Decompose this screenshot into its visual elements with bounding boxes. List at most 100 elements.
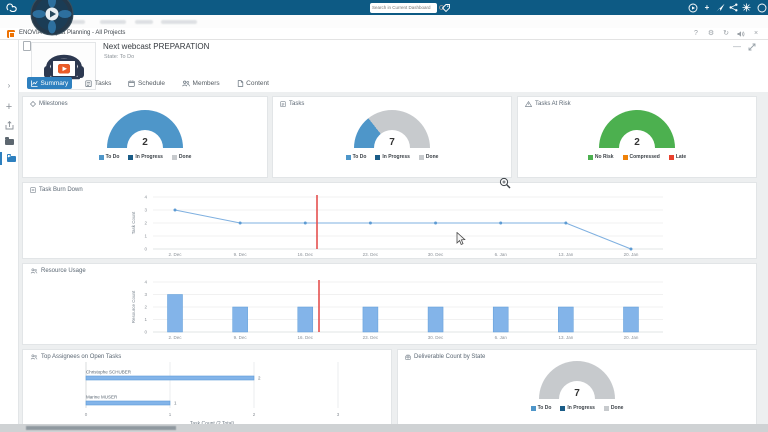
svg-text:6. Jan: 6. Jan (495, 335, 508, 340)
widget-tasks: Tasks 7 To Do In Progress Done (272, 96, 512, 178)
calendar-icon (128, 80, 136, 87)
tab-schedule[interactable]: Schedule (124, 77, 169, 89)
svg-text:2: 2 (144, 221, 147, 226)
gauge-legend: No Risk Compressed Late (587, 154, 686, 160)
tab-members[interactable]: Members (178, 77, 224, 89)
gauge-value: 7 (389, 137, 395, 148)
resource-usage-chart: 0 1 2 3 4 Resource Count 2. Dec 9. Dec 16. Dec 23… (131, 280, 663, 340)
expand-panel-icon[interactable]: › (7, 81, 11, 90)
dashboard-tab[interactable] (135, 20, 153, 24)
close-icon[interactable]: × (753, 30, 759, 37)
legend-item: Done (171, 154, 191, 160)
expand-icon[interactable] (748, 43, 756, 51)
milestones-gauge: 2 To Do In Progress Done (23, 110, 267, 160)
svg-text:2: 2 (258, 376, 261, 381)
tab-summary[interactable]: Summary (27, 77, 73, 89)
legend-item: In Progress (375, 154, 410, 160)
gauge-legend: To Do In Progress Done (98, 154, 191, 160)
dashboard-tab[interactable] (100, 20, 126, 24)
legend-item: In Progress (128, 154, 163, 160)
svg-text:30. Dec: 30. Dec (428, 335, 444, 340)
share-dashboard-icon[interactable] (5, 121, 14, 130)
burn-down-chart: 0 1 2 3 4 Task Count 2. Dec 9. Dec 16. Dec 23. De… (131, 195, 663, 257)
gauge: 7 (539, 361, 615, 399)
tag-icon[interactable] (441, 3, 451, 13)
add-icon[interactable]: + (704, 2, 710, 12)
add-widget-icon[interactable]: + (5, 101, 13, 113)
compass-icon[interactable] (688, 3, 698, 13)
svg-text:2. Dec: 2. Dec (168, 335, 182, 340)
active-media-item[interactable] (0, 152, 20, 165)
svg-text:0: 0 (85, 412, 88, 417)
svg-text:4: 4 (144, 195, 147, 200)
svg-text:Task Count: Task Count (131, 211, 136, 234)
mouse-cursor (456, 232, 466, 246)
legend-item: To Do (530, 405, 551, 411)
warning-icon (525, 101, 532, 107)
svg-text:2. Dec: 2. Dec (168, 252, 182, 257)
svg-text:Marine MUSER: Marine MUSER (86, 395, 118, 400)
tab-content[interactable]: Content (233, 77, 273, 89)
bottom-strip (0, 424, 768, 432)
legend-item: To Do (345, 154, 366, 160)
svg-text:3: 3 (337, 412, 340, 417)
svg-text:23. Dec: 23. Dec (363, 252, 379, 257)
widget-title: Top Assignees on Open Tasks (23, 350, 391, 360)
gauge: 2 (599, 110, 675, 148)
gauge-value: 2 (142, 137, 148, 148)
help-icon[interactable]: ? (694, 30, 698, 37)
speaker-icon[interactable] (737, 30, 745, 38)
svg-text:9. Dec: 9. Dec (234, 335, 248, 340)
svg-text:3: 3 (144, 208, 147, 213)
widget-title: Resource Usage (23, 264, 756, 274)
svg-text:Christophe SCHUBER: Christophe SCHUBER (86, 370, 132, 375)
project-header (18, 39, 768, 92)
legend-item: Done (418, 154, 438, 160)
svg-text:13. Jan: 13. Jan (558, 335, 573, 340)
minimize-icon[interactable]: — (733, 42, 741, 51)
play-icon (8, 154, 11, 158)
dashboard-tab[interactable] (161, 20, 197, 24)
svg-text:13. Jan: 13. Jan (558, 252, 573, 257)
svg-text:Resource Count: Resource Count (131, 290, 136, 323)
svg-text:16. Dec: 16. Dec (298, 252, 314, 257)
tasks-gauge: 7 To Do In Progress Done (273, 110, 511, 160)
tasks-icon (85, 79, 92, 87)
cutoff-widget-edge (26, 426, 176, 430)
deliverable-gauge: 7 To Do In Progress Done (398, 361, 756, 411)
app-tab-title[interactable]: ENOVIA - Project Planning - All Projects (19, 30, 126, 36)
send-icon[interactable] (716, 3, 725, 12)
left-toolbar: › + (0, 39, 19, 432)
search-input[interactable] (370, 5, 439, 10)
help-bubble-icon[interactable] (757, 3, 767, 13)
apps-icon[interactable] (742, 3, 751, 12)
widget-tasks-at-risk: Tasks At Risk 2 No Risk Compressed Late (517, 96, 757, 178)
svg-text:20. Jan: 20. Jan (624, 335, 639, 340)
play-icon (50, 10, 56, 18)
share-icon[interactable] (729, 3, 738, 12)
deliverable-icon (405, 354, 411, 360)
people-icon (30, 268, 38, 274)
people-icon (30, 354, 38, 360)
svg-text:3: 3 (144, 292, 147, 297)
page-icon (23, 41, 31, 51)
settings-gear-icon[interactable]: ⚙ (707, 30, 715, 37)
gauge-value: 7 (574, 388, 580, 399)
svg-text:6. Jan: 6. Jan (495, 252, 508, 257)
search-box (370, 2, 444, 13)
svg-text:23. Dec: 23. Dec (363, 335, 379, 340)
folder-icon[interactable] (4, 137, 14, 145)
svg-text:0: 0 (144, 330, 147, 335)
svg-text:1: 1 (174, 401, 177, 406)
tab-tasks[interactable]: Tasks (81, 77, 115, 89)
legend-item: No Risk (587, 154, 614, 160)
tasks-icon (280, 101, 286, 107)
project-tabs: Summary Tasks Schedule Members (27, 76, 273, 90)
3dexperience-compass[interactable] (30, 0, 74, 36)
widget-top-assignees: Top Assignees on Open Tasks 0 1 2 3 Christop… (22, 349, 392, 432)
gauge: 7 (354, 110, 430, 148)
refresh-icon[interactable]: ↻ (723, 30, 729, 37)
gauge-legend: To Do In Progress Done (530, 405, 623, 411)
